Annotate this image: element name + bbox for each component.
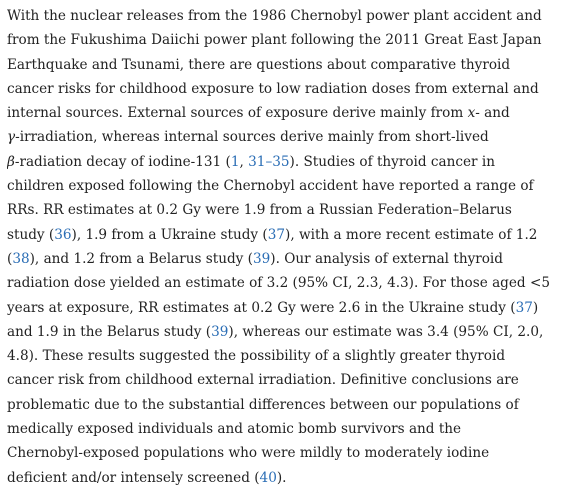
text-line: study (36), 1.9 from a Ukraine study (37… — [7, 223, 582, 247]
citation-link[interactable]: 31–35 — [248, 153, 290, 170]
text-line: problematic due to the substantial diffe… — [7, 393, 582, 417]
text-run: 4.8). These results suggested the possib… — [7, 348, 506, 365]
text-line: children exposed following the Chernobyl… — [7, 174, 582, 198]
citation-link[interactable]: 37 — [267, 226, 286, 243]
symbol: x — [467, 105, 476, 122]
text-run: ), 1.9 from a Ukraine study ( — [71, 226, 268, 243]
text-run: children exposed following the Chernobyl… — [7, 178, 534, 195]
text-line: (38), and 1.2 from a Belarus study (39).… — [7, 247, 582, 271]
text-run: ), and 1.2 from a Belarus study ( — [29, 250, 253, 267]
text-run: radiation dose yielded an estimate of 3.… — [7, 275, 550, 292]
text-run: internal sources. External sources of ex… — [7, 105, 468, 122]
text-line: cancer risks for childhood exposure to l… — [7, 77, 582, 101]
citation-link[interactable]: 36 — [54, 226, 72, 243]
text-run: deficient and/or intensely screened ( — [7, 469, 260, 486]
text-run: ( — [7, 250, 13, 267]
text-line: and 1.9 in the Belarus study (39), where… — [7, 320, 582, 344]
text-run: cancer risk from childhood external irra… — [7, 372, 519, 389]
text-line: from the Fukushima Daiichi power plant f… — [7, 28, 582, 52]
text-run: Earthquake and Tsunami, there are questi… — [7, 56, 511, 73]
paragraph: With the nuclear releases from the 1986 … — [7, 4, 582, 490]
text-run: -radiation decay of iodine-131 ( — [14, 153, 231, 170]
text-run: problematic due to the substantial diffe… — [7, 396, 519, 413]
text-line: cancer risk from childhood external irra… — [7, 368, 582, 392]
text-run: ) — [532, 299, 539, 316]
text-run: from the Fukushima Daiichi power plant f… — [7, 32, 542, 49]
text-line: medically exposed individuals and atomic… — [7, 417, 582, 441]
citation-link[interactable]: 1 — [230, 153, 240, 170]
text-run: study ( — [7, 226, 55, 243]
text-line: radiation dose yielded an estimate of 3.… — [7, 271, 582, 295]
text-line: With the nuclear releases from the 1986 … — [7, 4, 582, 28]
symbol: γ — [7, 129, 16, 146]
text-line: RRs. RR estimates at 0.2 Gy were 1.9 fro… — [7, 198, 582, 222]
text-run: cancer risks for childhood exposure to l… — [7, 80, 539, 97]
text-line: Chernobyl-exposed populations who were m… — [7, 441, 582, 465]
text-run: years at exposure, RR estimates at 0.2 G… — [7, 299, 516, 316]
text-run: -irradiation, whereas internal sources d… — [15, 129, 489, 146]
citation-link[interactable]: 39 — [211, 323, 229, 340]
text-run: With the nuclear releases from the 1986 … — [7, 8, 542, 24]
citation-link[interactable]: 39 — [252, 250, 271, 267]
text-run: and 1.9 in the Belarus study ( — [7, 323, 212, 340]
text-line: Earthquake and Tsunami, there are questi… — [7, 53, 582, 77]
text-line: γ-irradiation, whereas internal sources … — [7, 125, 582, 149]
symbol: β — [7, 153, 15, 170]
text-line: deficient and/or intensely screened (40)… — [7, 466, 582, 490]
citation-link[interactable]: 38 — [12, 250, 30, 267]
text-run: ). Studies of thyroid cancer in — [289, 153, 495, 170]
text-run: - and — [475, 105, 510, 122]
text-run: ). — [276, 469, 287, 486]
text-run: , — [239, 153, 249, 170]
text-run: Chernobyl-exposed populations who were m… — [7, 445, 490, 462]
text-line: 4.8). These results suggested the possib… — [7, 344, 582, 368]
text-run: RRs. RR estimates at 0.2 Gy were 1.9 fro… — [7, 202, 512, 219]
text-run: medically exposed individuals and atomic… — [7, 421, 462, 438]
text-run: ). Our analysis of external thyroid — [270, 250, 503, 267]
citation-link[interactable]: 37 — [515, 299, 533, 316]
text-line: β-radiation decay of iodine-131 (1, 31–3… — [7, 150, 582, 174]
text-run: ), whereas our estimate was 3.4 (95% CI,… — [228, 323, 544, 340]
citation-link[interactable]: 40 — [259, 469, 277, 486]
text-run: ), with a more recent estimate of 1.2 — [285, 226, 538, 243]
text-line: years at exposure, RR estimates at 0.2 G… — [7, 296, 582, 320]
text-line: internal sources. External sources of ex… — [7, 101, 582, 125]
